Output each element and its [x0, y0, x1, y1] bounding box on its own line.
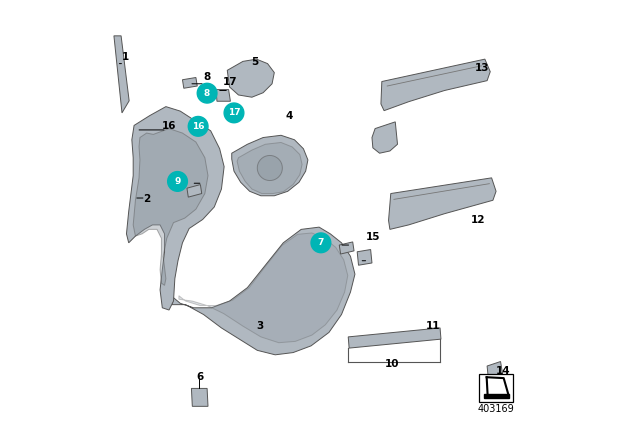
Polygon shape — [484, 394, 509, 398]
Polygon shape — [232, 135, 308, 196]
Text: 12: 12 — [470, 215, 485, 225]
Text: 13: 13 — [475, 63, 490, 73]
Text: 3: 3 — [256, 321, 263, 331]
Text: 1: 1 — [122, 52, 129, 62]
Polygon shape — [187, 185, 202, 197]
Polygon shape — [182, 78, 197, 88]
Text: 9: 9 — [174, 177, 180, 186]
Text: 7: 7 — [317, 238, 324, 247]
Polygon shape — [172, 227, 355, 355]
Text: 8: 8 — [204, 89, 210, 98]
FancyBboxPatch shape — [479, 374, 513, 402]
Text: 10: 10 — [385, 359, 399, 369]
Polygon shape — [381, 59, 490, 111]
Polygon shape — [348, 328, 441, 348]
Polygon shape — [114, 36, 129, 113]
Polygon shape — [216, 90, 230, 101]
Text: 17: 17 — [223, 77, 237, 86]
Polygon shape — [227, 59, 275, 97]
Polygon shape — [388, 178, 496, 229]
Polygon shape — [257, 155, 282, 181]
Text: 6: 6 — [196, 372, 204, 382]
Circle shape — [168, 172, 188, 191]
Text: 4: 4 — [286, 112, 293, 121]
Text: 5: 5 — [252, 57, 259, 67]
Polygon shape — [487, 362, 503, 379]
Text: 17: 17 — [228, 108, 240, 117]
Polygon shape — [339, 242, 354, 254]
Polygon shape — [179, 233, 348, 343]
Polygon shape — [127, 107, 224, 310]
Polygon shape — [191, 388, 208, 406]
Text: 403169: 403169 — [477, 405, 515, 414]
Text: 16: 16 — [192, 122, 204, 131]
Polygon shape — [372, 122, 397, 153]
Circle shape — [188, 116, 208, 136]
Text: 8: 8 — [204, 72, 211, 82]
Polygon shape — [133, 129, 208, 285]
Text: 14: 14 — [495, 366, 510, 376]
Text: 15: 15 — [365, 232, 380, 241]
Circle shape — [197, 83, 217, 103]
Polygon shape — [357, 250, 372, 265]
Circle shape — [224, 103, 244, 123]
Polygon shape — [237, 142, 302, 194]
Text: 11: 11 — [426, 321, 440, 331]
Circle shape — [311, 233, 331, 253]
Text: 2: 2 — [143, 194, 150, 204]
Text: 16: 16 — [161, 121, 176, 131]
